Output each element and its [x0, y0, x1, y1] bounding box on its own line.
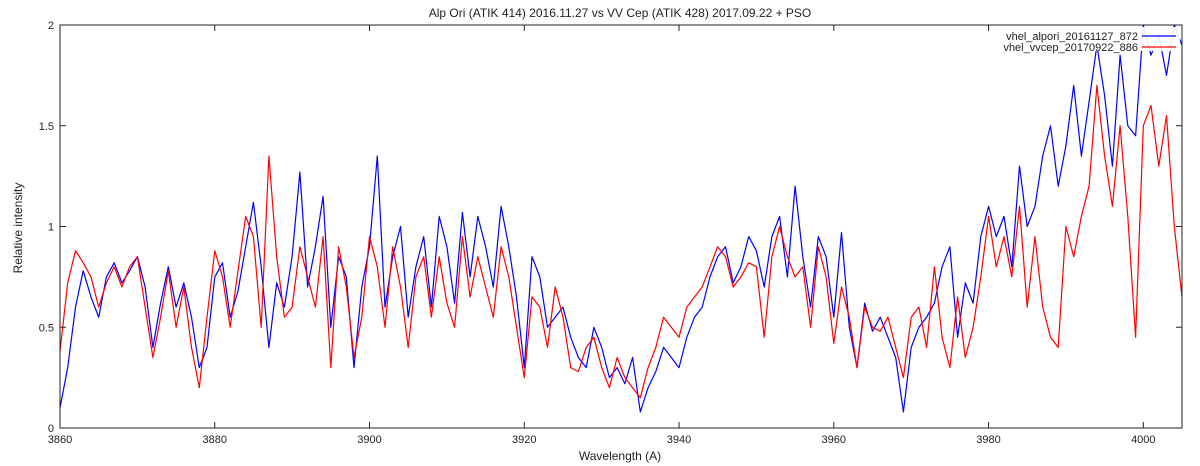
x-tick-label: 3940	[667, 434, 691, 446]
series-line-2	[60, 84, 1182, 399]
legend-label-2: vhel_vvcep_20170922_886	[1003, 42, 1138, 54]
y-tick-label: 0	[48, 423, 54, 435]
plot-frame	[59, 24, 1183, 429]
y-tick-label: 0.5	[39, 322, 54, 334]
series-layer	[60, 25, 1182, 413]
x-tick-label: 3980	[976, 434, 1000, 446]
x-axis-label: Wavelength (A)	[579, 449, 661, 463]
ticks-layer: 3860 3880 3900 3920 3940 3960 3980 4000 0 0.5 1 1.5…	[39, 20, 1182, 446]
x-tick-label: 3920	[512, 434, 536, 446]
y-tick-label: 1.5	[39, 121, 54, 133]
x-tick-label: 3880	[203, 434, 227, 446]
y-axis-label: Relative intensity	[11, 183, 25, 274]
x-tick-label: 3860	[48, 434, 72, 446]
legend-label-1: vhel_alpori_20161127_872	[1006, 31, 1138, 43]
x-tick-label: 4000	[1131, 434, 1155, 446]
x-tick-label: 3960	[822, 434, 846, 446]
series-line-1	[60, 25, 1182, 413]
y-tick-label: 1	[48, 222, 54, 234]
chart-title: Alp Ori (ATIK 414) 2016.11.27 vs VV Cep …	[429, 6, 812, 20]
legend: vhel_alpori_20161127_872vhel_vvcep_20170…	[1002, 27, 1180, 54]
x-tick-label: 3900	[357, 434, 381, 446]
y-tick-label: 2	[48, 20, 54, 32]
